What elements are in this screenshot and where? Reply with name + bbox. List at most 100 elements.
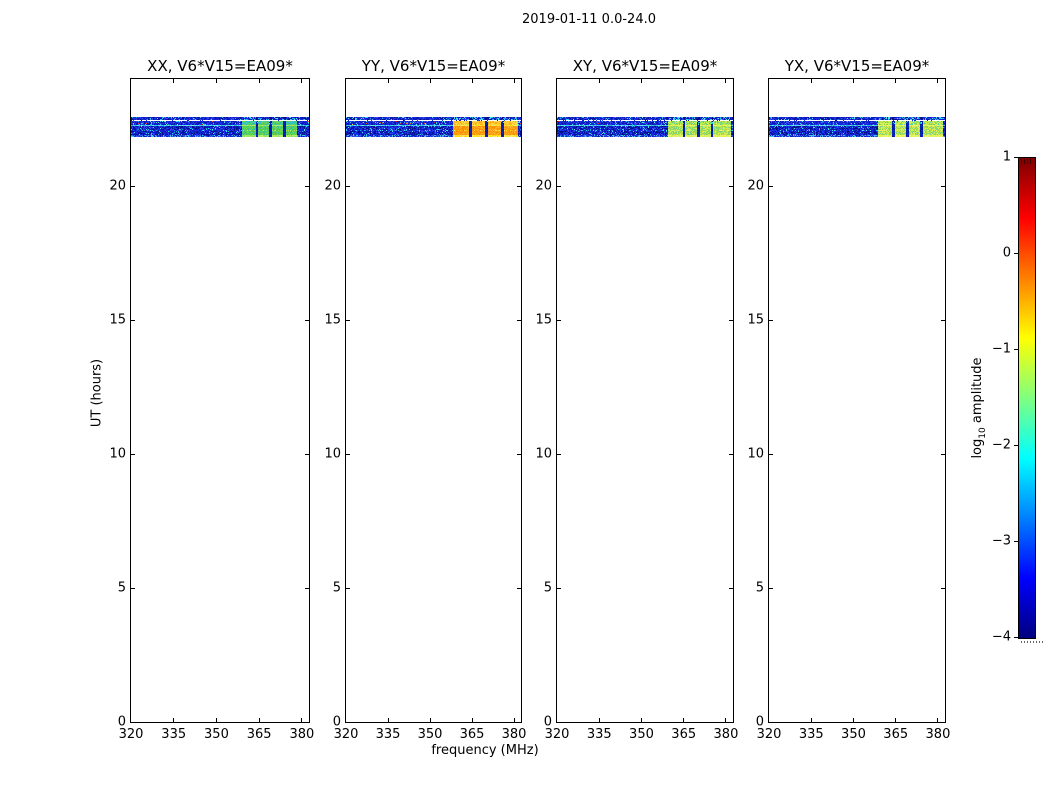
y-tick-label: 5 <box>543 580 552 596</box>
y-tick-label: 15 <box>747 312 764 328</box>
x-tick-mark <box>640 718 642 722</box>
y-tick-label: 0 <box>332 714 341 730</box>
spectrogram-band-xx <box>131 116 309 137</box>
panel-xx: XX, V6*V15=EA09* 320 335 350 365 380 0 5 10 15 20 <box>109 57 314 742</box>
x-tick-label: 380 <box>501 727 527 742</box>
y-tick-mark <box>769 185 773 187</box>
y-tick-label: 10 <box>747 446 764 462</box>
colorbar-tick-label: −2 <box>991 437 1011 453</box>
x-tick-mark <box>173 718 175 722</box>
figure-title: 2019-01-11 0.0-24.0 <box>522 12 656 27</box>
y-tick-label: 20 <box>109 178 126 194</box>
x-tick-label: 380 <box>289 727 315 742</box>
x-tick-mark <box>810 79 812 83</box>
y-tick-label: 0 <box>755 714 764 730</box>
colorbar-tick-mark <box>1014 636 1019 638</box>
y-tick-label: 0 <box>117 714 126 730</box>
y-tick-mark <box>729 319 733 321</box>
y-tick-mark <box>131 453 135 455</box>
y-tick-mark <box>517 319 521 321</box>
x-tick-label: 335 <box>586 727 612 742</box>
x-tick-mark <box>387 718 389 722</box>
y-tick-mark <box>517 587 521 589</box>
colorbar-tick-mark <box>1014 252 1019 254</box>
x-tick-label: 320 <box>544 727 570 742</box>
y-tick-mark <box>346 185 350 187</box>
y-tick-label: 20 <box>324 178 341 194</box>
panel-yy: YY, V6*V15=EA09* 320 335 350 365 380 0 5 10 15 20 <box>324 57 526 742</box>
x-tick-mark <box>215 718 217 722</box>
panel-yx: YX, V6*V15=EA09* 320 335 350 365 380 0 5 10 15 20 <box>747 57 950 742</box>
x-tick-label: 320 <box>118 727 144 742</box>
y-tick-mark <box>346 453 350 455</box>
spectrogram-band-xy <box>557 116 733 137</box>
panel-title-yx: YX, V6*V15=EA09* <box>784 57 930 75</box>
colorbar-tick-label: 1 <box>1002 149 1011 165</box>
x-tick-mark <box>301 79 303 83</box>
colorbar-gradient <box>1019 158 1035 638</box>
x-tick-mark <box>429 718 431 722</box>
x-tick-label: 320 <box>333 727 359 742</box>
x-tick-label: 350 <box>629 727 654 742</box>
spectrogram-band-yy <box>346 116 521 137</box>
y-tick-mark <box>729 453 733 455</box>
x-tick-mark <box>215 79 217 83</box>
y-tick-mark <box>729 587 733 589</box>
x-tick-mark <box>810 718 812 722</box>
x-tick-mark <box>598 79 600 83</box>
x-tick-mark <box>895 718 897 722</box>
y-tick-mark <box>941 453 945 455</box>
y-tick-mark <box>517 453 521 455</box>
y-tick-label: 15 <box>324 312 341 328</box>
x-tick-label: 365 <box>671 727 697 742</box>
x-tick-label: 320 <box>756 727 782 742</box>
x-tick-mark <box>683 718 685 722</box>
y-tick-mark <box>769 453 773 455</box>
x-tick-mark <box>895 79 897 83</box>
y-tick-mark <box>131 587 135 589</box>
colorbar-tick-mark <box>1014 540 1019 542</box>
y-tick-mark <box>769 587 773 589</box>
x-tick-mark <box>471 718 473 722</box>
x-tick-label: 350 <box>204 727 229 742</box>
y-tick-mark <box>557 319 561 321</box>
x-tick-label: 380 <box>713 727 739 742</box>
spectrogram-band-yx <box>769 116 945 137</box>
colorbar-tick-label: −3 <box>991 533 1011 549</box>
y-axis-label: UT (hours) <box>89 358 105 428</box>
y-tick-label: 15 <box>109 312 126 328</box>
x-tick-mark <box>258 718 260 722</box>
colorbar <box>1018 157 1036 639</box>
colorbar-top-hatch <box>1021 159 1033 164</box>
x-tick-mark <box>173 79 175 83</box>
y-tick-label: 10 <box>535 446 552 462</box>
x-tick-mark <box>640 79 642 83</box>
panel-title-xy: XY, V6*V15=EA09* <box>572 57 718 75</box>
colorbar-tick-label: −4 <box>991 629 1011 645</box>
y-tick-mark <box>557 185 561 187</box>
x-tick-mark <box>598 718 600 722</box>
x-tick-mark <box>937 718 939 722</box>
x-tick-mark <box>683 79 685 83</box>
y-tick-mark <box>131 319 135 321</box>
panel-title-xx: XX, V6*V15=EA09* <box>147 57 293 75</box>
y-tick-label: 20 <box>535 178 552 194</box>
y-tick-label: 15 <box>535 312 552 328</box>
x-tick-label: 335 <box>375 727 401 742</box>
x-tick-mark <box>387 79 389 83</box>
y-tick-mark <box>305 587 309 589</box>
y-tick-label: 5 <box>332 580 341 596</box>
x-tick-label: 335 <box>798 727 824 742</box>
colorbar-tick-label: −1 <box>991 341 1011 357</box>
x-tick-mark <box>725 718 727 722</box>
colorbar-tick-label: 0 <box>1002 245 1011 261</box>
x-tick-mark <box>429 79 431 83</box>
y-tick-mark <box>305 185 309 187</box>
y-tick-label: 10 <box>324 446 341 462</box>
panel-title-yy: YY, V6*V15=EA09* <box>361 57 506 75</box>
x-tick-label: 380 <box>925 727 951 742</box>
y-tick-mark <box>769 319 773 321</box>
y-tick-mark <box>305 453 309 455</box>
y-tick-label: 5 <box>117 580 126 596</box>
